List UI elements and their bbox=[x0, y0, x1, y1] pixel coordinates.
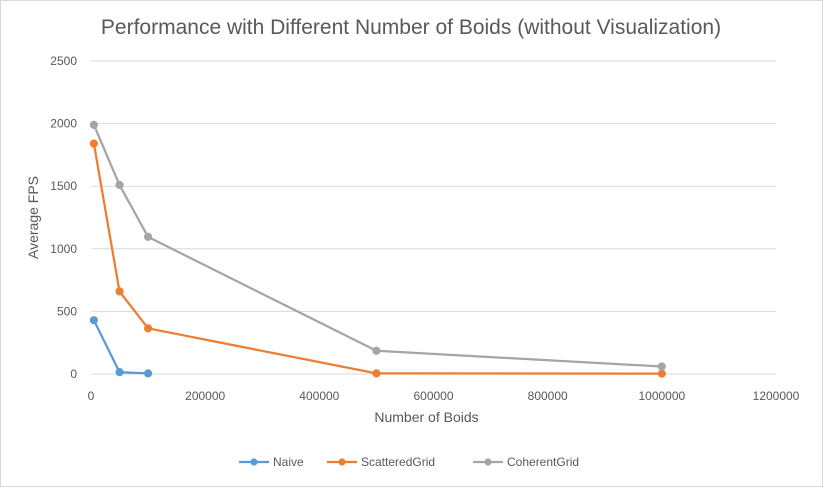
data-point bbox=[115, 180, 124, 190]
x-tick-label: 400000 bbox=[299, 389, 339, 403]
chart-title: Performance with Different Number of Boi… bbox=[101, 16, 721, 39]
data-point bbox=[372, 369, 381, 378]
series-naive bbox=[89, 316, 153, 378]
legend-marker bbox=[338, 458, 346, 466]
x-tick-label: 0 bbox=[88, 389, 95, 403]
y-tick-label: 2000 bbox=[50, 117, 77, 131]
data-point bbox=[115, 287, 124, 296]
series-line bbox=[92, 143, 662, 375]
legend-marker bbox=[484, 458, 492, 466]
x-tick-label: 1200000 bbox=[753, 389, 800, 403]
legend: Naive ScatteredGrid CoherentGrid bbox=[239, 455, 579, 469]
y-axis-title: Average FPS bbox=[25, 176, 41, 259]
data-point bbox=[115, 368, 124, 377]
legend-label: Naive bbox=[273, 455, 304, 469]
series-scatteredgrid bbox=[89, 139, 666, 378]
x-tick-label: 800000 bbox=[528, 389, 568, 403]
y-tick-label: 1500 bbox=[50, 179, 77, 193]
x-tick-label: 200000 bbox=[185, 389, 225, 403]
x-tick-label: 600000 bbox=[413, 389, 453, 403]
data-point bbox=[89, 139, 98, 148]
series-line bbox=[92, 124, 662, 368]
data-point bbox=[143, 324, 153, 333]
data-point bbox=[143, 232, 153, 242]
series-coherentgrid bbox=[89, 120, 666, 371]
y-tick-label: 500 bbox=[57, 304, 77, 318]
legend-item-coherentgrid: CoherentGrid bbox=[473, 455, 579, 469]
data-point bbox=[657, 362, 666, 371]
x-axis-title: Number of Boids bbox=[374, 409, 478, 425]
x-tick-label: 1000000 bbox=[638, 389, 685, 403]
legend-label: ScatteredGrid bbox=[361, 455, 435, 469]
y-tick-label: 0 bbox=[70, 367, 77, 381]
data-point bbox=[89, 120, 98, 129]
data-point bbox=[657, 369, 666, 378]
legend-item-scatteredgrid: ScatteredGrid bbox=[327, 455, 435, 469]
data-point bbox=[143, 369, 153, 378]
legend-marker bbox=[250, 458, 258, 466]
legend-item-naive: Naive bbox=[239, 455, 304, 469]
grid bbox=[91, 60, 776, 312]
x-axis-ticks: 0 200000 400000 600000 800000 1000000 1200000 bbox=[88, 389, 800, 403]
series-line bbox=[92, 319, 149, 375]
y-axis-ticks: 0 500 1000 1500 2000 2500 bbox=[50, 54, 77, 381]
y-tick-label: 2500 bbox=[50, 54, 77, 68]
legend-label: CoherentGrid bbox=[507, 455, 579, 469]
series-group bbox=[89, 120, 666, 378]
data-point bbox=[372, 346, 381, 355]
data-point bbox=[89, 316, 98, 325]
y-tick-label: 1000 bbox=[50, 242, 77, 256]
